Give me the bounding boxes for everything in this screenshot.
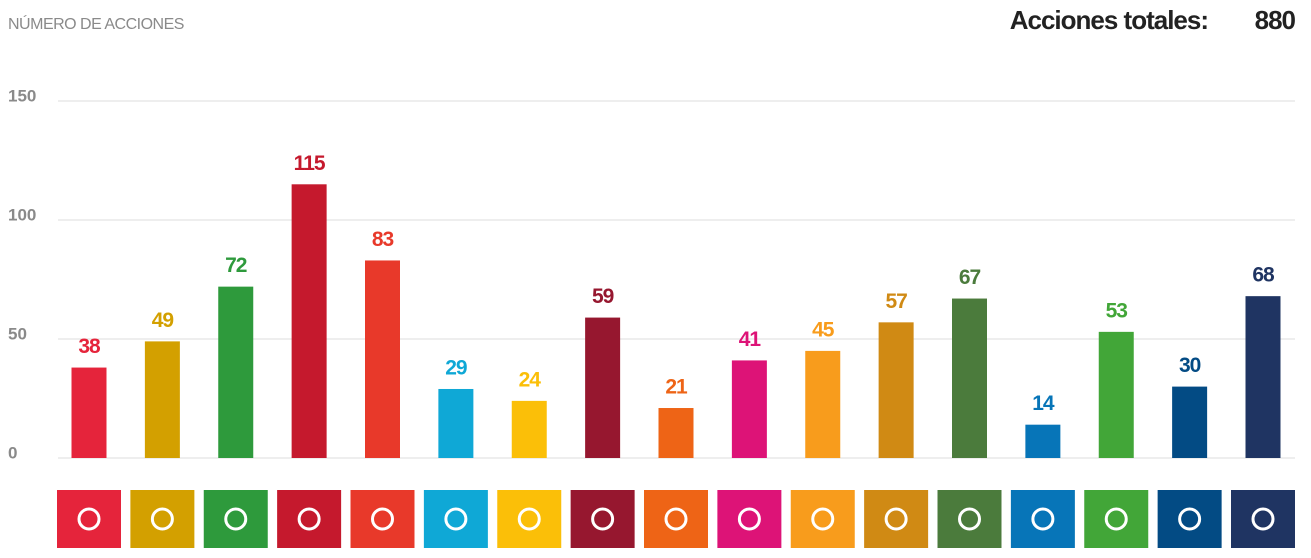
goal-icon — [864, 490, 929, 548]
value-label: 59 — [592, 285, 614, 308]
value-label: 41 — [739, 328, 762, 351]
chart-title: NÚMERO DE ACCIONES — [8, 14, 184, 33]
value-label: 57 — [885, 290, 907, 313]
bar — [1172, 386, 1208, 458]
goal-icon — [790, 490, 855, 548]
goal-icon — [1231, 490, 1295, 548]
bar — [805, 350, 841, 458]
value-label: 53 — [1106, 299, 1128, 322]
bar — [365, 260, 400, 458]
goal-icon-glyph — [1031, 507, 1055, 531]
bar — [144, 341, 180, 458]
bar — [291, 184, 327, 459]
bar — [1098, 331, 1134, 458]
goal-icon-glyph — [811, 507, 835, 531]
goal-icon-glyph — [958, 507, 981, 531]
value-label: 72 — [225, 254, 247, 277]
value-label: 45 — [812, 318, 835, 341]
goal-icon-glyph — [884, 507, 908, 531]
goal-icon — [350, 490, 415, 548]
goal-icon-glyph — [371, 507, 394, 531]
bar — [218, 286, 254, 458]
goal-icon — [717, 490, 782, 548]
goal-icon-glyph — [297, 507, 321, 531]
goal-icon-glyph — [1251, 507, 1275, 531]
goal-icon — [1157, 490, 1222, 548]
bar — [585, 317, 621, 458]
goal-icon-glyph — [224, 507, 248, 531]
bar — [952, 298, 987, 458]
goal-icon — [644, 490, 708, 548]
goal-icon-glyph — [1104, 507, 1128, 531]
total-label: Acciones totales: — [1010, 5, 1208, 35]
goal-icon — [497, 490, 562, 548]
bar — [438, 388, 474, 458]
y-tick-label: 150 — [8, 86, 36, 105]
value-label: 30 — [1179, 354, 1201, 377]
bar — [71, 367, 107, 458]
value-label: 14 — [1032, 392, 1055, 415]
value-label: 67 — [959, 266, 981, 289]
value-label: 24 — [519, 368, 542, 391]
goal-icon — [203, 490, 268, 548]
goal-icon — [277, 490, 342, 548]
goal-icon — [130, 490, 195, 548]
bar — [731, 360, 767, 458]
goal-icon — [57, 490, 121, 548]
goal-icon — [423, 490, 488, 548]
goal-icon-glyph — [737, 507, 761, 531]
goal-icon-glyph — [77, 507, 101, 531]
value-label: 38 — [78, 335, 101, 358]
value-label: 29 — [445, 357, 467, 380]
bar — [878, 322, 914, 458]
bar — [511, 400, 547, 458]
goal-icon — [937, 490, 1002, 548]
goal-icon-glyph — [1178, 507, 1202, 531]
total-value: 880 — [1255, 5, 1296, 35]
goal-icon-glyph — [591, 507, 615, 531]
y-tick-label: 50 — [8, 324, 27, 343]
goal-icon-glyph — [517, 507, 541, 531]
goal-icon-glyph — [444, 507, 468, 531]
bar — [1025, 424, 1061, 458]
bar — [1245, 296, 1281, 458]
goal-icon-glyph — [664, 507, 688, 531]
value-label: 68 — [1252, 264, 1275, 287]
goal-icon — [570, 490, 635, 548]
value-label: 49 — [152, 309, 174, 332]
bar — [658, 408, 694, 458]
y-tick-label: 100 — [8, 205, 36, 224]
value-label: 115 — [294, 152, 326, 175]
goal-icon-glyph — [150, 507, 174, 531]
goal-icon — [1084, 490, 1149, 548]
value-label: 21 — [665, 376, 688, 399]
goal-icon — [1010, 490, 1075, 548]
value-label: 83 — [372, 228, 394, 251]
y-tick-label: 0 — [8, 443, 17, 462]
